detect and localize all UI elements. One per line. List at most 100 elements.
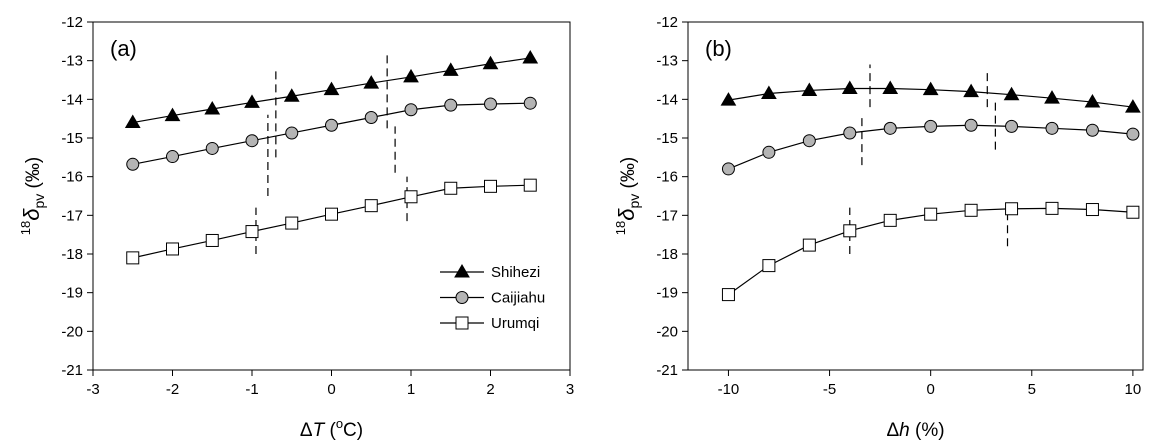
data-point-urumqi bbox=[1085, 203, 1099, 217]
data-point-shihezi bbox=[204, 101, 221, 115]
y-tick-label: -17 bbox=[656, 207, 678, 224]
data-point-shihezi bbox=[720, 92, 737, 106]
y-tick-label: -16 bbox=[61, 169, 83, 186]
data-point-shihezi bbox=[1003, 86, 1020, 101]
x-tick-label: 0 bbox=[327, 381, 335, 398]
data-point-caijiahu bbox=[364, 111, 378, 125]
data-point-shihezi bbox=[522, 49, 539, 64]
data-point-shihezi bbox=[124, 114, 141, 129]
y-tick-label: -18 bbox=[656, 246, 678, 263]
data-point-shihezi bbox=[482, 55, 499, 70]
panel-a: -21 -20 -19 -18 -17 -16 -15 -14 -13 -12 -3 -2 -1 0 1 2 3… bbox=[18, 14, 574, 441]
data-point-caijiahu bbox=[484, 97, 497, 111]
data-point-urumqi bbox=[325, 207, 338, 221]
data-point-caijiahu bbox=[166, 150, 179, 164]
y-tick-label: -20 bbox=[61, 323, 83, 340]
data-point-caijiahu bbox=[523, 96, 537, 110]
series-line-urumqi bbox=[728, 207, 1133, 296]
data-point-shihezi bbox=[283, 88, 300, 102]
data-point-caijiahu bbox=[1085, 123, 1099, 137]
x-tick-label: -2 bbox=[166, 381, 179, 398]
y-tick-label: -13 bbox=[656, 53, 678, 70]
y-tick-label: -19 bbox=[61, 285, 83, 302]
data-point-shihezi bbox=[922, 81, 939, 96]
data-point-shihezi bbox=[403, 68, 419, 83]
data-point-shihezi bbox=[363, 75, 380, 89]
data-point-caijiahu bbox=[205, 141, 219, 155]
data-point-urumqi bbox=[1126, 205, 1140, 219]
data-point-urumqi bbox=[964, 203, 978, 217]
legend-marker-caijiahu bbox=[455, 291, 469, 304]
data-point-urumqi bbox=[126, 251, 140, 265]
data-point-urumqi bbox=[1005, 202, 1019, 216]
y-tick-label: -12 bbox=[61, 14, 83, 31]
data-point-shihezi bbox=[323, 81, 340, 96]
data-point-shihezi bbox=[244, 94, 260, 108]
data-point-urumqi bbox=[444, 181, 458, 195]
data-point-shihezi bbox=[1125, 99, 1141, 113]
data-point-caijiahu bbox=[802, 134, 816, 148]
data-point-caijiahu bbox=[404, 103, 418, 117]
data-point-shihezi bbox=[442, 62, 459, 76]
data-point-shihezi bbox=[882, 80, 899, 95]
data-point-urumqi bbox=[205, 233, 219, 247]
x-tick-label: -5 bbox=[823, 381, 836, 398]
y-tick-label: -20 bbox=[656, 323, 678, 340]
legend-marker-urumqi bbox=[455, 316, 469, 330]
x-tick-label: -1 bbox=[245, 381, 258, 398]
data-point-urumqi bbox=[1045, 201, 1059, 215]
legend-label-caijiahu: Caijiahu bbox=[491, 290, 545, 307]
data-point-caijiahu bbox=[126, 157, 140, 171]
y-tick-label: -18 bbox=[61, 246, 83, 263]
data-point-urumqi bbox=[166, 242, 179, 256]
data-point-shihezi bbox=[1084, 94, 1101, 108]
data-point-caijiahu bbox=[325, 118, 338, 132]
y-tick-label: -12 bbox=[656, 14, 678, 31]
y-tick-label: -17 bbox=[61, 207, 83, 224]
data-point-urumqi bbox=[364, 199, 378, 213]
y-tick-label: -14 bbox=[656, 91, 678, 108]
y-tick-label: -13 bbox=[61, 53, 83, 70]
data-point-shihezi bbox=[963, 83, 979, 98]
data-point-urumqi bbox=[924, 207, 938, 221]
x-tick-label: 2 bbox=[486, 381, 494, 398]
data-point-urumqi bbox=[523, 178, 537, 192]
data-point-shihezi bbox=[1044, 90, 1060, 104]
x-tick-label: 3 bbox=[566, 381, 574, 398]
y-tick-label: -21 bbox=[656, 362, 678, 379]
y-tick-label: -14 bbox=[61, 91, 83, 108]
x-tick-label: -10 bbox=[718, 381, 740, 398]
data-point-urumqi bbox=[404, 190, 418, 204]
data-point-caijiahu bbox=[843, 126, 857, 140]
data-point-caijiahu bbox=[1045, 121, 1059, 135]
data-point-urumqi bbox=[484, 179, 497, 193]
data-point-caijiahu bbox=[444, 98, 458, 112]
data-point-urumqi bbox=[245, 225, 259, 239]
panel-b: -21 -20 -19 -18 -17 -16 -15 -14 -13 -12 -10 -5 0 5 10 Δ… bbox=[613, 14, 1144, 441]
y-tick-label: -21 bbox=[61, 362, 83, 379]
data-point-caijiahu bbox=[883, 121, 897, 135]
data-point-caijiahu bbox=[721, 162, 735, 176]
data-point-shihezi bbox=[761, 85, 777, 100]
legend-label-urumqi: Urumqi bbox=[491, 315, 539, 332]
data-point-urumqi bbox=[721, 288, 735, 302]
y-tick-label: -15 bbox=[656, 130, 678, 147]
panel-label: (b) bbox=[705, 36, 732, 61]
series-line-urumqi bbox=[132, 184, 531, 259]
panel-label: (a) bbox=[110, 36, 137, 61]
data-point-caijiahu bbox=[762, 145, 776, 159]
data-point-caijiahu bbox=[245, 134, 259, 148]
data-point-urumqi bbox=[762, 259, 776, 273]
x-tick-label: 1 bbox=[407, 381, 415, 398]
data-point-urumqi bbox=[285, 216, 299, 230]
data-point-caijiahu bbox=[924, 119, 938, 133]
legend-marker-shihezi bbox=[454, 264, 470, 278]
data-point-caijiahu bbox=[1005, 119, 1019, 133]
y-axis-label: 18δpv (‰) bbox=[18, 157, 47, 235]
data-point-shihezi bbox=[841, 80, 858, 95]
x-tick-label: -3 bbox=[86, 381, 99, 398]
x-axis-label: ΔT (oC) bbox=[300, 416, 363, 441]
x-axis-label: Δh (%) bbox=[886, 420, 944, 441]
y-tick-label: -19 bbox=[656, 285, 678, 302]
